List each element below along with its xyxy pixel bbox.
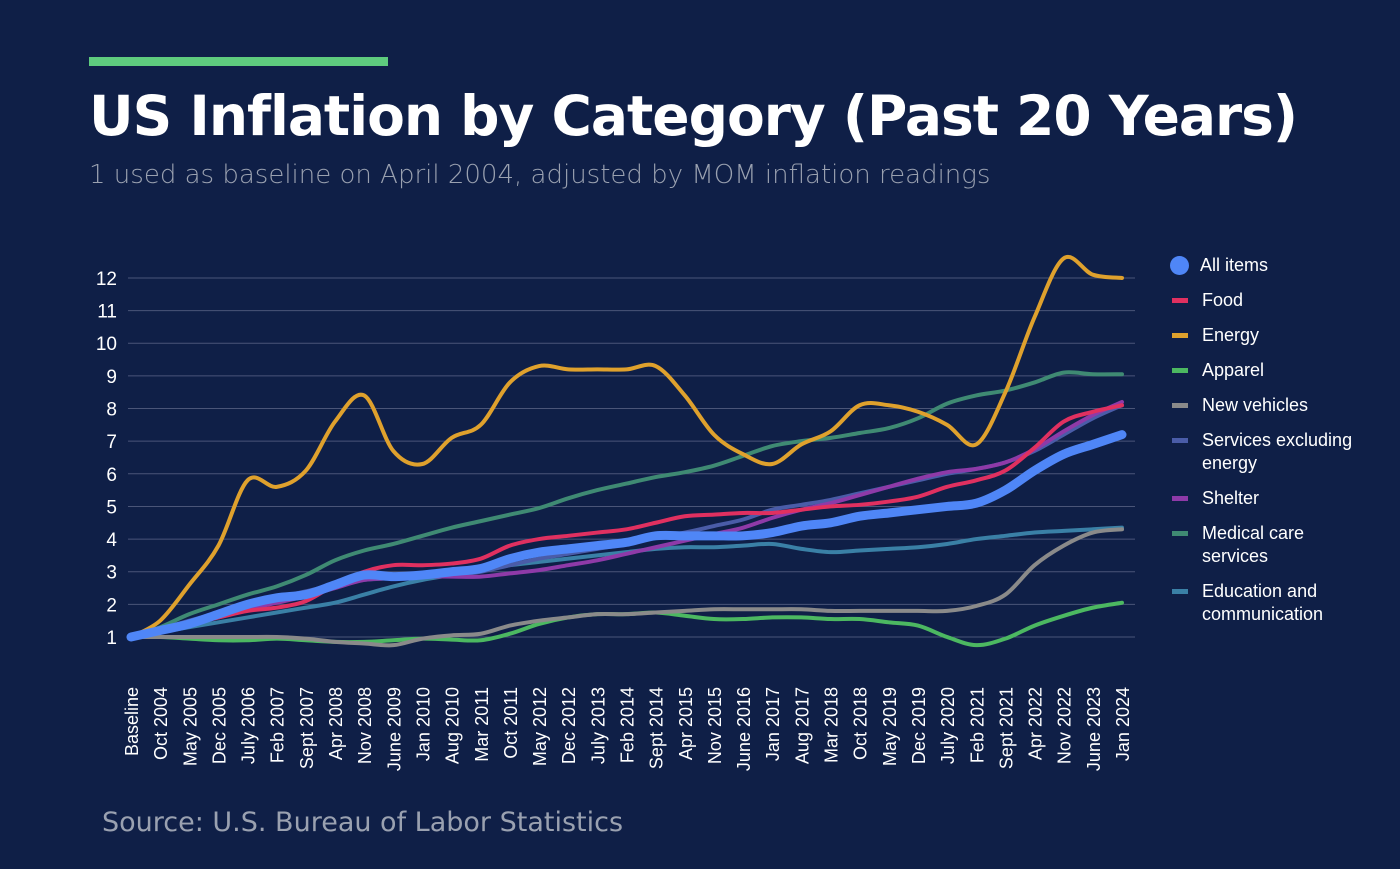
y-tick-label: 5 — [106, 497, 117, 518]
x-tick-label: May 2012 — [530, 687, 550, 766]
series-line-medical-care-services — [129, 370, 1124, 639]
y-tick-label: 3 — [106, 563, 117, 584]
x-tick-label: May 2005 — [180, 687, 200, 766]
x-tick-label: Jan 2017 — [763, 687, 783, 761]
legend-label: Services excluding energy — [1202, 430, 1353, 473]
x-tick-label: Oct 2018 — [851, 687, 871, 760]
legend-label: All items — [1200, 255, 1269, 275]
y-tick-label: 1 — [106, 628, 117, 649]
legend-label: Education and communication — [1202, 581, 1324, 624]
line-swatch-icon — [1172, 589, 1188, 594]
legend-item: Education and communication — [1170, 580, 1390, 626]
legend-item: All items — [1170, 254, 1390, 277]
x-tick-label: June 2016 — [734, 687, 754, 771]
source-note: Source: U.S. Bureau of Labor Statistics — [102, 807, 624, 838]
x-tick-label: May 2019 — [880, 687, 900, 766]
x-tick-label: Oct 2004 — [151, 687, 171, 760]
x-tick-label: Mar 2018 — [822, 687, 842, 763]
x-tick-label: Sept 2021 — [996, 687, 1016, 769]
x-tick-label: Dec 2019 — [909, 687, 929, 764]
x-tick-label: Sept 2007 — [297, 687, 317, 769]
x-tick-label: Jan 2024 — [1113, 687, 1133, 761]
line-swatch-icon — [1172, 531, 1188, 536]
legend: All items Food Energy Apparel New vehicles Se… — [1170, 254, 1390, 638]
chart-subtitle: 1 used as baseline on April 2004, adjust… — [89, 160, 991, 190]
x-tick-label: Aug 2010 — [443, 687, 463, 764]
legend-label: Shelter — [1202, 488, 1260, 508]
x-tick-label: July 2006 — [239, 687, 259, 764]
x-tick-label: Nov 2015 — [705, 687, 725, 764]
x-tick-label: Oct 2011 — [501, 687, 521, 759]
series-line-new-vehicles — [129, 527, 1124, 648]
y-tick-label: 7 — [106, 432, 117, 453]
y-tick-label: 8 — [106, 400, 117, 421]
accent-bar — [89, 57, 388, 66]
legend-item: Food — [1170, 289, 1390, 312]
line-swatch-icon — [1172, 368, 1188, 373]
x-tick-label: Apr 2008 — [326, 687, 346, 760]
line-swatch-icon — [1172, 496, 1188, 501]
chart-title: US Inflation by Category (Past 20 Years) — [89, 84, 1298, 148]
legend-label: Medical care services — [1202, 523, 1305, 566]
x-tick-label: Feb 2014 — [618, 687, 638, 763]
legend-label: Apparel — [1202, 360, 1265, 380]
line-swatch-icon — [1172, 438, 1188, 443]
legend-item: Medical care services — [1170, 522, 1390, 568]
y-tick-label: 11 — [97, 302, 117, 323]
legend-label: Food — [1202, 290, 1244, 310]
x-tick-label: Apr 2022 — [1026, 687, 1046, 760]
line-swatch-icon — [1172, 403, 1188, 408]
x-tick-label: Feb 2007 — [268, 687, 288, 763]
line-swatch-icon — [1172, 333, 1188, 338]
legend-label: Energy — [1202, 325, 1260, 345]
series-line-energy — [129, 254, 1124, 639]
x-tick-label: Baseline — [122, 687, 142, 756]
x-tick-label: July 2020 — [938, 687, 958, 764]
x-tick-label: Apr 2015 — [676, 687, 696, 760]
y-tick-label: 4 — [106, 530, 117, 551]
y-tick-label: 12 — [96, 269, 117, 290]
y-tick-label: 9 — [106, 367, 117, 388]
line-swatch-icon — [1172, 298, 1188, 303]
legend-item: Energy — [1170, 324, 1390, 347]
x-tick-label: Aug 2017 — [792, 687, 812, 764]
legend-label: New vehicles — [1202, 395, 1309, 415]
legend-item: New vehicles — [1170, 394, 1390, 417]
x-tick-label: Mar 2011 — [472, 687, 492, 762]
x-tick-label: Nov 2022 — [1055, 687, 1075, 764]
x-tick-label: Dec 2012 — [559, 687, 579, 764]
x-tick-label: Nov 2008 — [355, 687, 375, 764]
y-tick-label: 10 — [96, 334, 117, 355]
series-line-food — [129, 403, 1124, 639]
legend-item: Apparel — [1170, 359, 1390, 382]
x-tick-label: Sept 2014 — [647, 687, 667, 769]
circle-marker-icon — [1170, 256, 1189, 275]
x-tick-label: Dec 2005 — [209, 687, 229, 764]
x-tick-label: July 2013 — [588, 687, 608, 764]
x-tick-label: June 2009 — [384, 687, 404, 771]
series-line-all-items — [126, 430, 1127, 642]
legend-item: Services excluding energy — [1170, 429, 1390, 475]
x-tick-label: Feb 2021 — [967, 687, 987, 763]
x-tick-label: Jan 2010 — [413, 687, 433, 761]
y-tick-label: 2 — [106, 595, 117, 616]
legend-item: Shelter — [1170, 487, 1390, 510]
y-tick-label: 6 — [106, 465, 117, 486]
x-tick-label: June 2023 — [1084, 687, 1104, 771]
